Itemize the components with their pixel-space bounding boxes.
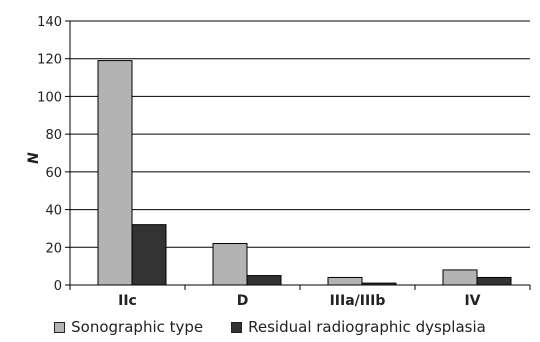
bar-sonographic [98, 61, 132, 285]
y-axis-title: N [26, 152, 42, 164]
y-tick-label: 40 [45, 204, 62, 219]
y-tick-label: 20 [45, 241, 62, 256]
y-tick-label: 80 [45, 128, 62, 143]
y-tick-label: 100 [37, 90, 62, 105]
legend: Sonographic type Residual radiographic d… [0, 318, 540, 336]
legend-swatch-sonographic [54, 322, 65, 333]
legend-label-residual: Residual radiographic dysplasia [248, 318, 486, 336]
bar-residual [132, 225, 166, 285]
y-tick-label: 0 [54, 279, 62, 294]
legend-label-sonographic: Sonographic type [71, 318, 203, 336]
legend-item-sonographic: Sonographic type [54, 318, 203, 336]
bar-residual [477, 277, 511, 285]
y-tick-label: 140 [37, 15, 62, 30]
legend-item-residual: Residual radiographic dysplasia [231, 318, 486, 336]
legend-swatch-residual [231, 322, 242, 333]
y-tick-label: 120 [37, 53, 62, 68]
bar-chart: N 0 20 40 60 80 100 120 140 IIc D IIIa/IIIb IV [0, 0, 540, 312]
bar-residual [247, 276, 281, 285]
x-category-label: D [237, 293, 249, 309]
bar-sonographic [443, 270, 477, 285]
x-category-label: IIc [118, 293, 137, 309]
x-category-label: IIIa/IIIb [330, 293, 386, 309]
x-category-label: IV [464, 293, 480, 309]
y-tick-label: 60 [45, 166, 62, 181]
bar-sonographic [213, 244, 247, 285]
bar-sonographic [328, 277, 362, 285]
